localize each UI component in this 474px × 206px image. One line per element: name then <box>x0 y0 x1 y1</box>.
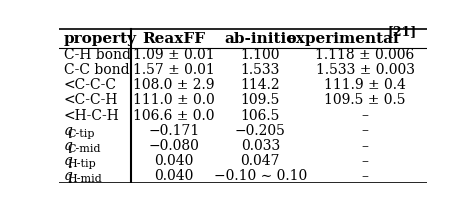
Text: [21]: [21] <box>387 25 417 38</box>
Text: 114.2: 114.2 <box>241 78 280 92</box>
Text: q: q <box>64 169 73 183</box>
Text: 106.6 ± 0.0: 106.6 ± 0.0 <box>133 109 215 123</box>
Text: 111.9 ± 0.4: 111.9 ± 0.4 <box>324 78 406 92</box>
Text: ReaxFF: ReaxFF <box>143 32 206 46</box>
Text: 0.047: 0.047 <box>241 154 280 168</box>
Text: <H-C-H: <H-C-H <box>64 109 119 123</box>
Text: 109.5: 109.5 <box>241 94 280 108</box>
Text: C-tip: C-tip <box>67 129 95 139</box>
Text: ab-initio: ab-initio <box>224 32 297 46</box>
Text: –: – <box>362 124 369 138</box>
Text: 109.5 ± 0.5: 109.5 ± 0.5 <box>324 94 406 108</box>
Text: 1.57 ± 0.01: 1.57 ± 0.01 <box>133 63 215 77</box>
Text: 1.533 ± 0.003: 1.533 ± 0.003 <box>316 63 415 77</box>
Text: <C-C-H: <C-C-H <box>64 94 118 108</box>
Text: C-C bond: C-C bond <box>64 63 129 77</box>
Text: 111.0 ± 0.0: 111.0 ± 0.0 <box>133 94 215 108</box>
Text: −0.171: −0.171 <box>148 124 200 138</box>
Text: 1.118 ± 0.006: 1.118 ± 0.006 <box>315 48 415 62</box>
Text: 0.040: 0.040 <box>155 169 194 183</box>
Text: q: q <box>64 139 73 153</box>
Text: −0.10 ∼ 0.10: −0.10 ∼ 0.10 <box>214 169 307 183</box>
Text: 1.09 ± 0.01: 1.09 ± 0.01 <box>133 48 215 62</box>
Text: 1.100: 1.100 <box>241 48 280 62</box>
Text: 1.533: 1.533 <box>241 63 280 77</box>
Text: –: – <box>362 109 369 123</box>
Text: 0.033: 0.033 <box>241 139 280 153</box>
Text: 0.040: 0.040 <box>155 154 194 168</box>
Text: –: – <box>362 169 369 183</box>
Text: q: q <box>64 154 73 168</box>
Text: −0.205: −0.205 <box>235 124 286 138</box>
Text: property: property <box>64 32 137 46</box>
Text: –: – <box>362 139 369 153</box>
Text: experimental: experimental <box>287 32 399 46</box>
Text: C-H bond: C-H bond <box>64 48 130 62</box>
Text: C-mid: C-mid <box>67 144 101 154</box>
Text: q: q <box>64 124 73 138</box>
Text: 108.0 ± 2.9: 108.0 ± 2.9 <box>133 78 215 92</box>
Text: 106.5: 106.5 <box>241 109 280 123</box>
Text: −0.080: −0.080 <box>149 139 200 153</box>
Text: <C-C-C: <C-C-C <box>64 78 117 92</box>
Text: –: – <box>362 154 369 168</box>
Text: H-tip: H-tip <box>67 159 96 169</box>
Text: H-mid: H-mid <box>67 174 102 184</box>
